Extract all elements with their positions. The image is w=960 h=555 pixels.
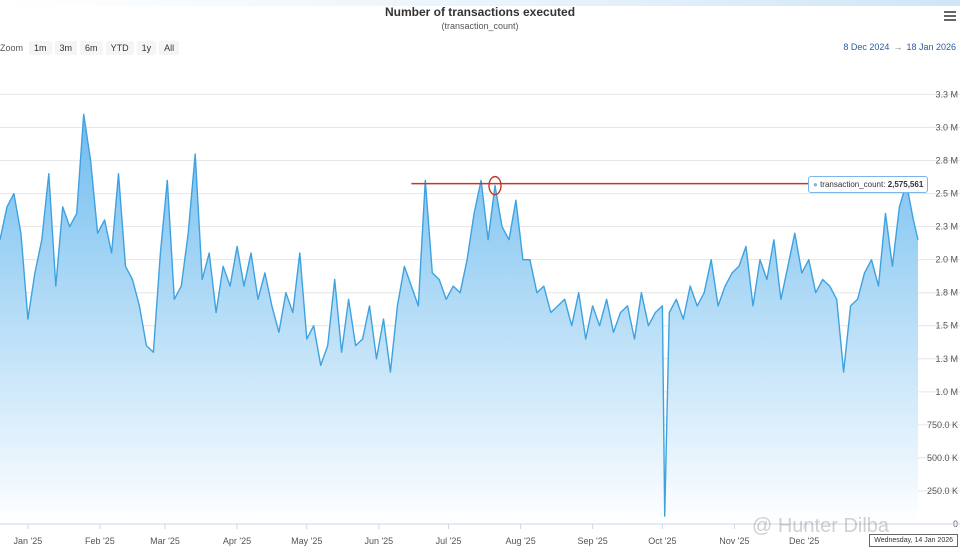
y-tick-label: 750.0 K <box>927 420 958 430</box>
series-area <box>0 113 919 525</box>
annotation-circle <box>488 175 502 196</box>
x-tick-label: Aug '25 <box>505 536 535 546</box>
range-arrow: → <box>893 42 903 52</box>
y-tick-label: 1.3 M <box>935 354 958 364</box>
top-gradient-bar <box>0 0 960 6</box>
x-tick-label: Sep '25 <box>578 536 608 546</box>
hamburger-menu-icon[interactable] <box>944 11 956 22</box>
y-tick-label: 1.8 M <box>935 288 958 298</box>
x-tick-label: Jun '25 <box>364 536 393 546</box>
y-tick-label: 3.0 M <box>935 122 958 132</box>
y-tick-label: 3.3 M <box>935 89 958 99</box>
zoom-toolbar: Zoom 1m 3m 6m YTD 1y All <box>0 41 182 55</box>
chart-title: Number of transactions executed <box>384 5 576 19</box>
y-tick-label: 250.0 K <box>927 486 958 496</box>
tooltip-marker-icon: ● <box>813 180 818 189</box>
x-tick-label: Nov '25 <box>719 536 749 546</box>
zoom-1y-button[interactable]: 1y <box>136 41 157 55</box>
chart-subtitle: (transaction_count) <box>441 21 519 31</box>
y-tick-label: 2.5 M <box>935 189 958 199</box>
x-tick-label: Jul '25 <box>436 536 462 546</box>
x-axis: Jan '25 Feb '25 Mar '25 Apr '25 May '25 Jun '… <box>0 523 960 546</box>
series-line <box>0 113 919 517</box>
zoom-1m-button[interactable]: 1m <box>29 41 52 55</box>
tooltip-value: 2,575,561 <box>887 180 924 189</box>
crosshair-date-flag: Wednesday, 14 Jan 2026 <box>869 534 958 547</box>
x-tick-label: Dec '25 <box>789 536 819 546</box>
range-to[interactable]: 18 Jan 2026 <box>906 42 956 52</box>
series-fill <box>0 114 918 525</box>
y-tick-label: 2.3 M <box>935 222 958 232</box>
tooltip-series-name: transaction_count <box>820 180 884 189</box>
x-tick-label: May '25 <box>291 536 322 546</box>
x-tick-label: Oct '25 <box>648 536 676 546</box>
x-tick-label: Feb '25 <box>85 536 115 546</box>
y-tick-label: 500.0 K <box>927 453 958 463</box>
zoom-3m-button[interactable]: 3m <box>54 41 78 55</box>
x-tick-label: Jan '25 <box>14 536 43 546</box>
watermark-text: @ Hunter Dilba <box>752 515 890 537</box>
y-tick-label: 2.0 M <box>935 255 958 265</box>
x-tick-label: Mar '25 <box>150 536 180 546</box>
zoom-6m-button[interactable]: 6m <box>80 41 103 55</box>
range-from[interactable]: 8 Dec 2024 <box>843 42 890 52</box>
zoom-label: Zoom <box>0 43 24 53</box>
y-tick-label: 1.5 M <box>935 321 958 331</box>
y-tick-label: 2.8 M <box>935 156 958 166</box>
series-tooltip: ● transaction_count: 2,575,561 <box>808 176 929 193</box>
zoom-all-button[interactable]: All <box>159 41 180 55</box>
zoom-ytd-button[interactable]: YTD <box>105 41 134 55</box>
y-tick-label: 1.0 M <box>935 387 958 397</box>
x-tick-label: Apr '25 <box>223 536 251 546</box>
date-range-display: 8 Dec 2024 → 18 Jan 2026 <box>843 42 956 52</box>
